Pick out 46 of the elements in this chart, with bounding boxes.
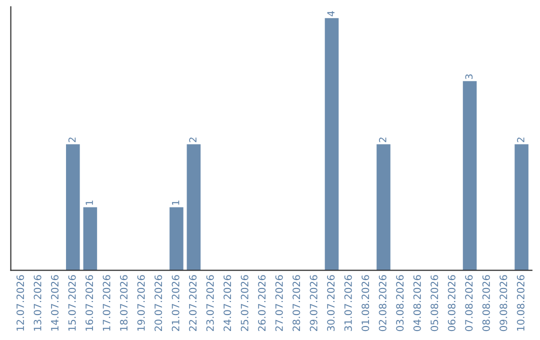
x-tick-label: 09.08.2026	[500, 275, 508, 332]
bar	[66, 144, 80, 270]
x-tick-label: 29.07.2026	[310, 275, 318, 331]
x-tick-label: 10.08.2026	[516, 275, 524, 331]
x-tick-label: 08.08.2026	[482, 275, 490, 332]
x-tick-label: 31.07.2026	[344, 275, 352, 331]
x-tick-label: 04.08.2026	[413, 275, 421, 332]
data-label: 2	[378, 138, 386, 142]
x-tick-label: 27.07.2026	[275, 275, 283, 331]
x-tick-label: 26.07.2026	[258, 275, 266, 331]
x-tick-label: 25.07.2026	[240, 275, 248, 331]
data-label: 2	[189, 138, 196, 142]
bar	[462, 81, 477, 270]
bar	[514, 144, 528, 270]
x-tick-label: 06.08.2026	[448, 275, 456, 332]
data-label: 4	[327, 11, 334, 16]
x-tick-label: 30.07.2026	[327, 275, 335, 331]
data-label: 3	[465, 74, 473, 80]
x-tick-label: 16.07.2026	[86, 275, 94, 331]
x-tick-label: 21.07.2026	[172, 275, 180, 331]
data-label: 2	[68, 138, 76, 142]
x-tick-label: 02.08.2026	[378, 275, 386, 332]
bar	[324, 18, 339, 270]
data-label: 2	[517, 138, 524, 142]
x-tick-label: 14.07.2026	[51, 275, 59, 331]
bar	[83, 207, 98, 270]
bar	[186, 144, 201, 270]
bar	[376, 144, 390, 270]
data-label: 1	[172, 200, 180, 205]
x-tick-label: 15.07.2026	[68, 275, 76, 331]
data-label: 1	[86, 200, 93, 205]
x-tick-label: 12.07.2026	[16, 275, 24, 331]
bar	[170, 207, 184, 270]
x-tick-label: 22.07.2026	[189, 275, 197, 331]
x-tick-label: 05.08.2026	[430, 275, 438, 332]
x-tick-label: 17.07.2026	[102, 275, 110, 331]
x-tick-label: 19.07.2026	[137, 275, 145, 331]
x-tick-label: 18.07.2026	[120, 275, 128, 331]
x-tick-label: 20.07.2026	[154, 275, 162, 331]
x-tick-label: 28.07.2026	[292, 275, 300, 331]
x-tick-label: 07.08.2026	[465, 275, 473, 332]
x-tick-label: 23.07.2026	[206, 275, 214, 331]
x-tick-label: 03.08.2026	[396, 275, 404, 332]
x-tick-label: 01.08.2026	[362, 275, 370, 332]
x-tick-label: 13.07.2026	[34, 275, 42, 331]
x-tick-label: 24.07.2026	[224, 275, 232, 331]
